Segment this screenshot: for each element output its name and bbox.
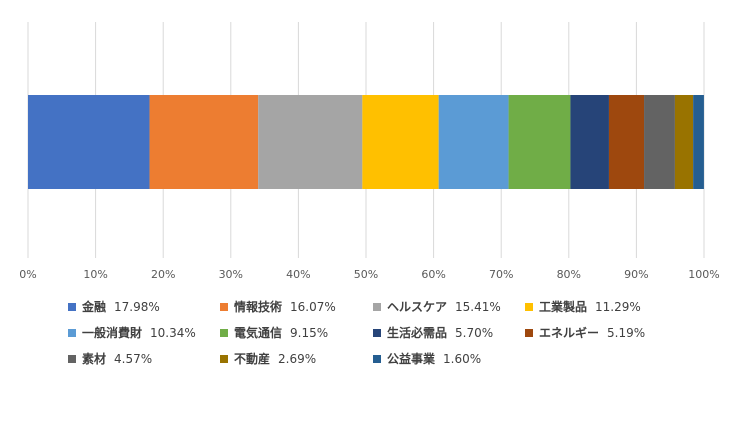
bar-segment-2 (149, 95, 259, 189)
x-tick-label: 20% (151, 268, 175, 281)
bar-segment-6 (508, 95, 571, 189)
bar-segment-4 (362, 95, 439, 189)
legend-swatch (68, 302, 76, 311)
legend-value: 15.41% (455, 299, 501, 314)
stacked-bar-chart: 0% 10% 20% 30% 40% 50% 60% 70% 80% 90% 100% (19, 22, 720, 281)
legend-value: 5.70% (455, 325, 494, 340)
bar-segment-9 (644, 95, 675, 189)
legend-name: 公益事業 (387, 352, 436, 366)
legend-name: ヘルスケア (387, 300, 448, 314)
legend-swatch (220, 354, 228, 363)
legend-swatch (373, 354, 381, 363)
legend-value: 11.29% (595, 299, 641, 314)
legend-name: 情報技術 (234, 300, 283, 314)
x-tick-label: 40% (286, 268, 310, 281)
bar-segment-5 (438, 95, 509, 189)
legend-item: 一般消費財 10.34% (68, 324, 196, 341)
legend-swatch (220, 302, 228, 311)
bar-segment-1 (28, 95, 150, 189)
legend-name: 素材 (82, 352, 107, 366)
bar-segment-11 (693, 95, 704, 189)
legend-item: 工業製品 11.29% (525, 298, 641, 315)
bar-segment-10 (674, 95, 694, 189)
legend-name: 工業製品 (539, 300, 588, 314)
bar-segments (28, 95, 704, 189)
legend-item: ヘルスケア 15.41% (373, 298, 501, 315)
x-tick-label: 0% (19, 268, 36, 281)
bar-segment-3 (258, 95, 363, 189)
legend-name: エネルギー (539, 326, 600, 340)
x-axis-tick-labels: 0% 10% 20% 30% 40% 50% 60% 70% 80% 90% 100% (19, 268, 719, 281)
legend-swatch (68, 354, 76, 363)
legend-swatch (525, 328, 533, 337)
legend-item: エネルギー 5.19% (525, 324, 645, 341)
x-tick-label: 60% (421, 268, 445, 281)
legend-value: 1.60% (443, 351, 482, 366)
legend-name: 電気通信 (234, 326, 283, 340)
legend-value: 16.07% (290, 299, 336, 314)
legend-name: 生活必需品 (387, 326, 448, 340)
legend-value: 5.19% (607, 325, 646, 340)
legend-name: 不動産 (234, 352, 271, 366)
x-tick-label: 10% (83, 268, 107, 281)
x-tick-label: 80% (557, 268, 581, 281)
legend-swatch (373, 328, 381, 337)
legend-swatch (68, 328, 76, 337)
legend-item: 金融 17.98% (68, 298, 160, 315)
legend-item: 情報技術 16.07% (220, 298, 336, 315)
legend-swatch (220, 328, 228, 337)
legend-value: 2.69% (278, 351, 317, 366)
legend-item: 生活必需品 5.70% (373, 324, 493, 341)
x-tick-label: 50% (354, 268, 378, 281)
x-tick-label: 70% (489, 268, 513, 281)
bar-segment-7 (570, 95, 609, 189)
legend-value: 10.34% (150, 325, 196, 340)
legend-item: 電気通信 9.15% (220, 324, 328, 341)
legend-swatch (525, 302, 533, 311)
legend-value: 9.15% (290, 325, 329, 340)
legend-item: 素材 4.57% (68, 350, 152, 367)
x-tick-label: 100% (688, 268, 719, 281)
bar-segment-8 (608, 95, 645, 189)
legend-value: 17.98% (114, 299, 160, 314)
legend-item: 公益事業 1.60% (373, 350, 481, 367)
legend-name: 金融 (82, 300, 107, 314)
legend-value: 4.57% (114, 351, 153, 366)
legend-swatch (373, 302, 381, 311)
x-tick-label: 90% (624, 268, 648, 281)
x-tick-label: 30% (219, 268, 243, 281)
legend-item: 不動産 2.69% (220, 350, 316, 367)
legend-name: 一般消費財 (82, 326, 143, 340)
